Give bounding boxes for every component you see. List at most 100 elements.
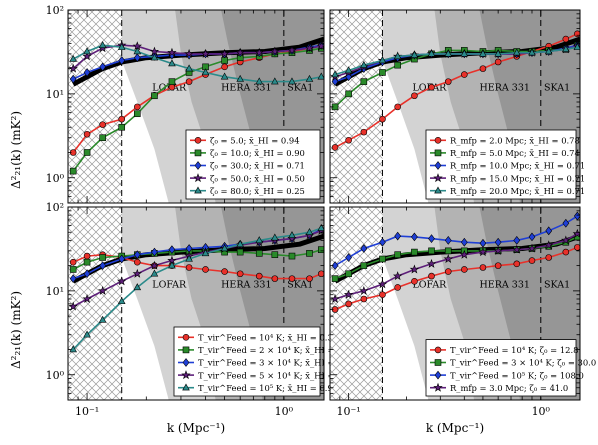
data-point-diamond <box>562 218 570 228</box>
y-tick-label: 10² <box>46 4 64 17</box>
data-point-circle <box>428 83 435 91</box>
legend-entry-label: R_mfp = 20.0 Mpc; x̄_HI = 0.71 <box>450 186 585 197</box>
data-point-star <box>561 235 571 245</box>
data-point-circle <box>118 115 126 123</box>
data-point-star <box>287 45 297 55</box>
legend-marker-triangle <box>194 186 202 194</box>
data-point-circle <box>494 262 502 269</box>
data-point-square <box>168 78 176 85</box>
data-point-square <box>394 251 401 258</box>
legend-entry-label: R_mfp = 5.0 Mpc; x̄_HI = 0.74 <box>450 148 580 159</box>
data-point-circle <box>411 278 418 285</box>
data-point-circle <box>271 275 279 282</box>
panel-bottom-right: LOFAR HERA 331 SKA1 10⁻¹ 10⁰ T_vir^Feed = 10⁴… <box>329 206 596 418</box>
data-point-circle <box>133 258 141 266</box>
data-point-triangle <box>117 297 126 305</box>
data-point-triangle <box>201 68 210 76</box>
data-point-square <box>221 57 228 64</box>
data-point-circle <box>379 291 386 299</box>
legend: T_vir^Feed = 10⁴ K; ζ₀ = 12.8 T_vir^Feed … <box>425 339 596 397</box>
data-point-triangle <box>185 64 193 72</box>
data-point-diamond <box>118 254 126 264</box>
data-point-triangle <box>344 66 353 74</box>
data-point-circle <box>99 121 106 128</box>
data-point-star <box>82 294 92 304</box>
data-point-square <box>99 134 106 142</box>
legend-marker-diamond <box>434 370 442 380</box>
data-point-circle <box>69 258 77 266</box>
data-point-circle <box>411 92 418 100</box>
data-point-diamond <box>99 62 107 72</box>
legend-marker-square <box>434 359 442 366</box>
data-point-diamond <box>83 68 91 77</box>
data-point-diamond <box>545 226 553 236</box>
data-point-circle <box>168 83 176 91</box>
legend-marker-circle <box>194 137 202 144</box>
data-point-circle <box>360 295 368 303</box>
legend-entry-label: ζ₀ = 50.0; x̄_HI = 0.50 <box>210 173 305 184</box>
data-point-circle <box>461 266 468 273</box>
legend-entry-label: R_mfp = 2.0 Mpc; x̄_HI = 0.78 <box>450 136 580 147</box>
y-axis-ticks <box>330 206 580 401</box>
instrument-label-ska1: SKA1 <box>544 82 570 93</box>
legend-entry-label: T_vir^Feed = 10⁴ K; x̄_HI = 0.32 <box>198 333 338 344</box>
data-point-square <box>444 247 452 255</box>
data-point-diamond <box>133 53 141 63</box>
data-point-triangle <box>185 254 193 262</box>
legend-entry-label: T_vir^Feed = 10⁴ K; ζ₀ = 12.8 <box>450 345 578 356</box>
legend: R_mfp = 2.0 Mpc; x̄_HI = 0.78R_mfp = 5.0… <box>425 129 585 200</box>
data-point-circle <box>133 103 141 111</box>
data-point-square <box>133 110 141 118</box>
instrument-label-hera-331: HERA 331 <box>480 279 530 290</box>
data-point-circle <box>185 78 193 85</box>
data-point-diamond <box>168 245 176 255</box>
data-point-star <box>219 48 230 58</box>
y-axis-label-top: Δ²₂₁(k) (mK²) <box>9 111 23 189</box>
series-line-star <box>72 230 322 308</box>
data-point-triangle <box>117 42 126 50</box>
data-point-square <box>394 61 401 69</box>
data-point-circle <box>562 35 570 43</box>
data-point-triangle <box>83 47 91 55</box>
data-point-square <box>345 90 352 98</box>
instrument-label-ska1: SKA1 <box>287 279 313 290</box>
data-point-triangle <box>150 269 159 277</box>
data-point-triangle <box>220 72 229 80</box>
data-point-square <box>83 149 91 156</box>
series-line-square <box>72 47 322 172</box>
legend-entry-label: T_vir^Feed = 10⁵ K; ζ₀ = 108.0 <box>450 370 584 381</box>
data-point-diamond <box>69 74 77 84</box>
data-point-triangle <box>410 50 419 58</box>
instrument-label-hera-331: HERA 331 <box>221 279 271 290</box>
data-point-circle <box>317 270 324 278</box>
legend-entry-label: ζ₀ = 5.0; x̄_HI = 0.94 <box>210 136 300 147</box>
data-point-diamond <box>528 232 536 242</box>
data-point-triangle <box>236 239 244 247</box>
data-point-triangle <box>378 56 387 64</box>
data-point-triangle <box>360 60 368 68</box>
data-point-diamond <box>69 274 77 284</box>
legend-marker-star <box>433 382 443 392</box>
data-point-diamond <box>133 250 141 260</box>
data-point-triangle <box>255 236 264 244</box>
data-point-triangle <box>444 49 453 57</box>
data-point-diamond <box>444 235 452 245</box>
y-tick-label: 10¹ <box>46 285 64 298</box>
legend-entry-label: T_vir^Feed = 3 × 10⁴ K; x̄_HI = 0.71 <box>198 358 356 369</box>
x-axis-label-left: k (Mpc⁻¹) <box>167 421 225 435</box>
series-line-triangle <box>72 44 322 83</box>
data-point-star <box>82 51 92 61</box>
data-point-star <box>235 47 245 57</box>
data-point-circle <box>545 254 553 261</box>
data-point-square <box>255 250 263 257</box>
data-point-diamond <box>99 261 107 271</box>
data-point-triangle <box>98 315 107 323</box>
instrument-label-hera-331: HERA 331 <box>221 82 271 93</box>
series-line-diamond <box>334 215 578 267</box>
data-point-triangle <box>305 228 314 235</box>
data-point-diamond <box>151 247 158 257</box>
data-point-triangle <box>393 52 402 60</box>
data-point-circle <box>255 272 263 280</box>
data-point-circle <box>360 128 368 136</box>
instrument-label-ska1: SKA1 <box>287 82 313 93</box>
